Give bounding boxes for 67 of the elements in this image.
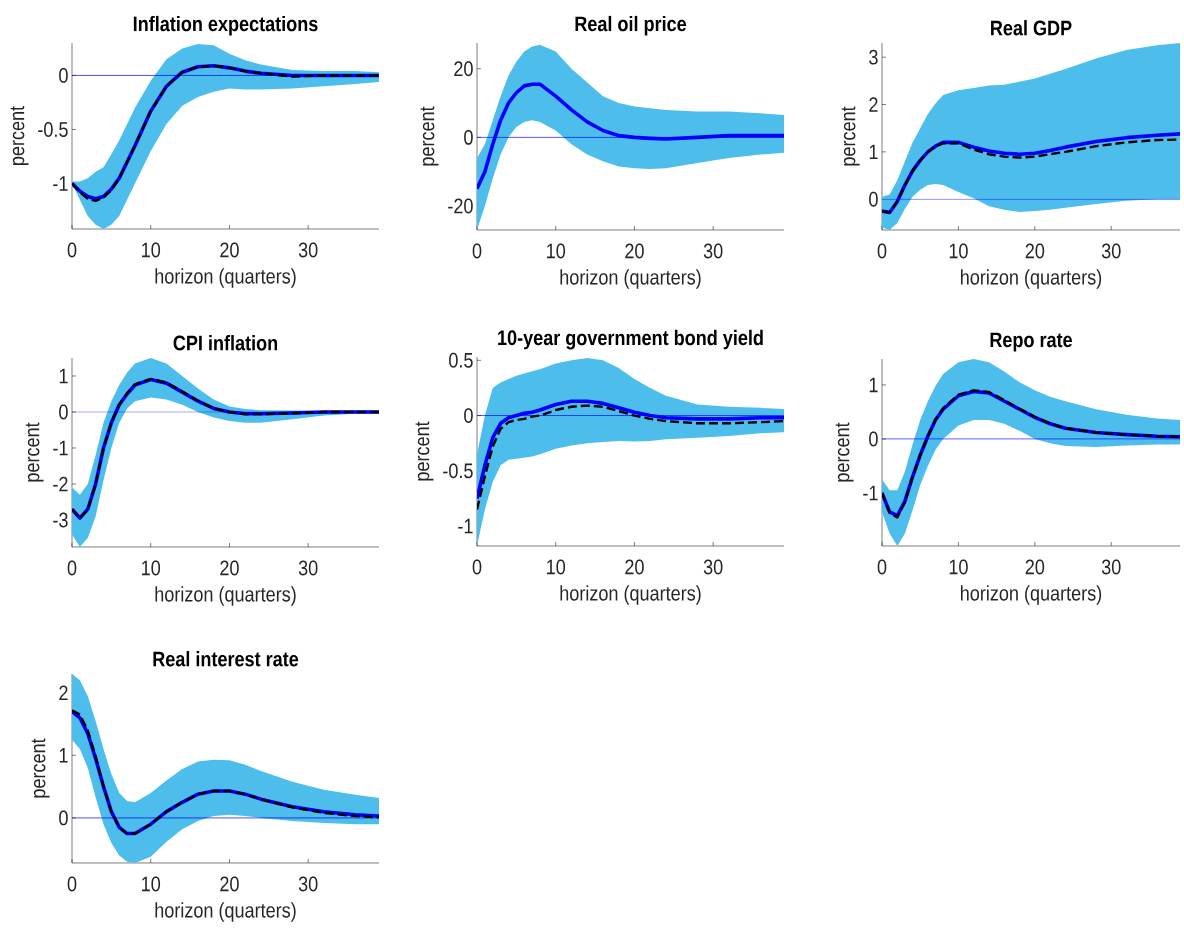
- y-tick-label: 0: [59, 810, 68, 826]
- x-tick-label: 10: [547, 243, 566, 259]
- y-tick-label: 3: [869, 49, 878, 65]
- y-tick-label: -0.5: [38, 122, 68, 137]
- y-tick-label: -1: [863, 485, 878, 501]
- y-tick-label: -3: [53, 512, 68, 528]
- x-tick-label: 20: [220, 560, 239, 576]
- chart-title: 10-year government bond yield: [498, 329, 763, 350]
- chart-title: Repo rate: [990, 332, 1073, 352]
- y-tick-label: 1: [869, 377, 878, 393]
- x-tick-label: 20: [220, 876, 239, 892]
- y-tick-label: -20: [448, 198, 473, 214]
- y-axis-title: percent: [31, 738, 50, 798]
- x-tick-label: 30: [1101, 559, 1121, 575]
- x-tick-label: 20: [625, 559, 644, 575]
- y-tick-label: -2: [53, 476, 68, 492]
- x-axis-title: horizon (quarters): [960, 269, 1102, 289]
- x-tick-label: 10: [949, 559, 968, 575]
- y-axis-title: percent: [835, 422, 854, 482]
- y-axis-title: percent: [841, 106, 860, 166]
- x-axis-title: horizon (quarters): [155, 902, 296, 922]
- y-tick-label: 1: [59, 368, 68, 384]
- x-tick-label: 30: [703, 559, 723, 575]
- y-tick-label: -1: [458, 518, 473, 534]
- y-tick-label: 0: [869, 191, 878, 207]
- x-tick-label: 10: [949, 243, 968, 259]
- y-axis-title: percent: [420, 106, 439, 166]
- x-tick-label: 10: [142, 876, 161, 892]
- chart-title: Real interest rate: [153, 651, 299, 667]
- y-tick-label: 2: [59, 685, 68, 701]
- y-tick-label: 20: [454, 61, 473, 77]
- chart-title: Inflation expectations: [133, 15, 318, 36]
- x-tick-label: 10: [547, 559, 566, 575]
- x-tick-label: 30: [703, 243, 723, 259]
- y-tick-label: 0: [59, 404, 68, 420]
- x-axis-title: horizon (quarters): [155, 586, 296, 606]
- x-axis-title: horizon (quarters): [560, 269, 701, 289]
- y-tick-label: 1: [59, 748, 68, 763]
- chart-title: Real oil price: [575, 15, 687, 36]
- y-tick-label: -1: [53, 176, 68, 191]
- x-tick-label: 30: [298, 242, 318, 258]
- y-axis-title: percent: [25, 422, 44, 482]
- y-tick-label: -1: [53, 440, 68, 456]
- y-tick-label: 2: [869, 97, 878, 112]
- y-tick-label: 0.5: [449, 352, 473, 368]
- y-tick-label: -0.5: [443, 463, 473, 479]
- x-tick-label: 30: [1101, 243, 1121, 259]
- x-tick-label: 20: [220, 242, 239, 258]
- y-tick-label: 0: [464, 129, 473, 145]
- y-tick-label: 1: [869, 144, 878, 160]
- y-axis-title: percent: [415, 421, 434, 481]
- x-tick-label: 20: [625, 243, 644, 259]
- x-tick-label: 20: [1025, 559, 1045, 575]
- x-tick-label: 30: [298, 876, 318, 892]
- x-axis-title: horizon (quarters): [960, 585, 1102, 605]
- x-tick-label: 10: [142, 242, 161, 258]
- y-axis-title: percent: [10, 106, 29, 165]
- y-tick-label: 0: [59, 67, 68, 83]
- x-axis-title: horizon (quarters): [155, 268, 296, 288]
- y-tick-label: 0: [869, 431, 878, 447]
- x-tick-label: 20: [1025, 243, 1045, 259]
- x-tick-label: 30: [298, 560, 318, 576]
- chart-title: CPI inflation: [173, 335, 278, 351]
- x-axis-title: horizon (quarters): [560, 585, 701, 605]
- y-tick-label: 0: [464, 408, 473, 423]
- chart-title: Real GDP: [991, 20, 1072, 36]
- x-tick-label: 10: [142, 560, 161, 576]
